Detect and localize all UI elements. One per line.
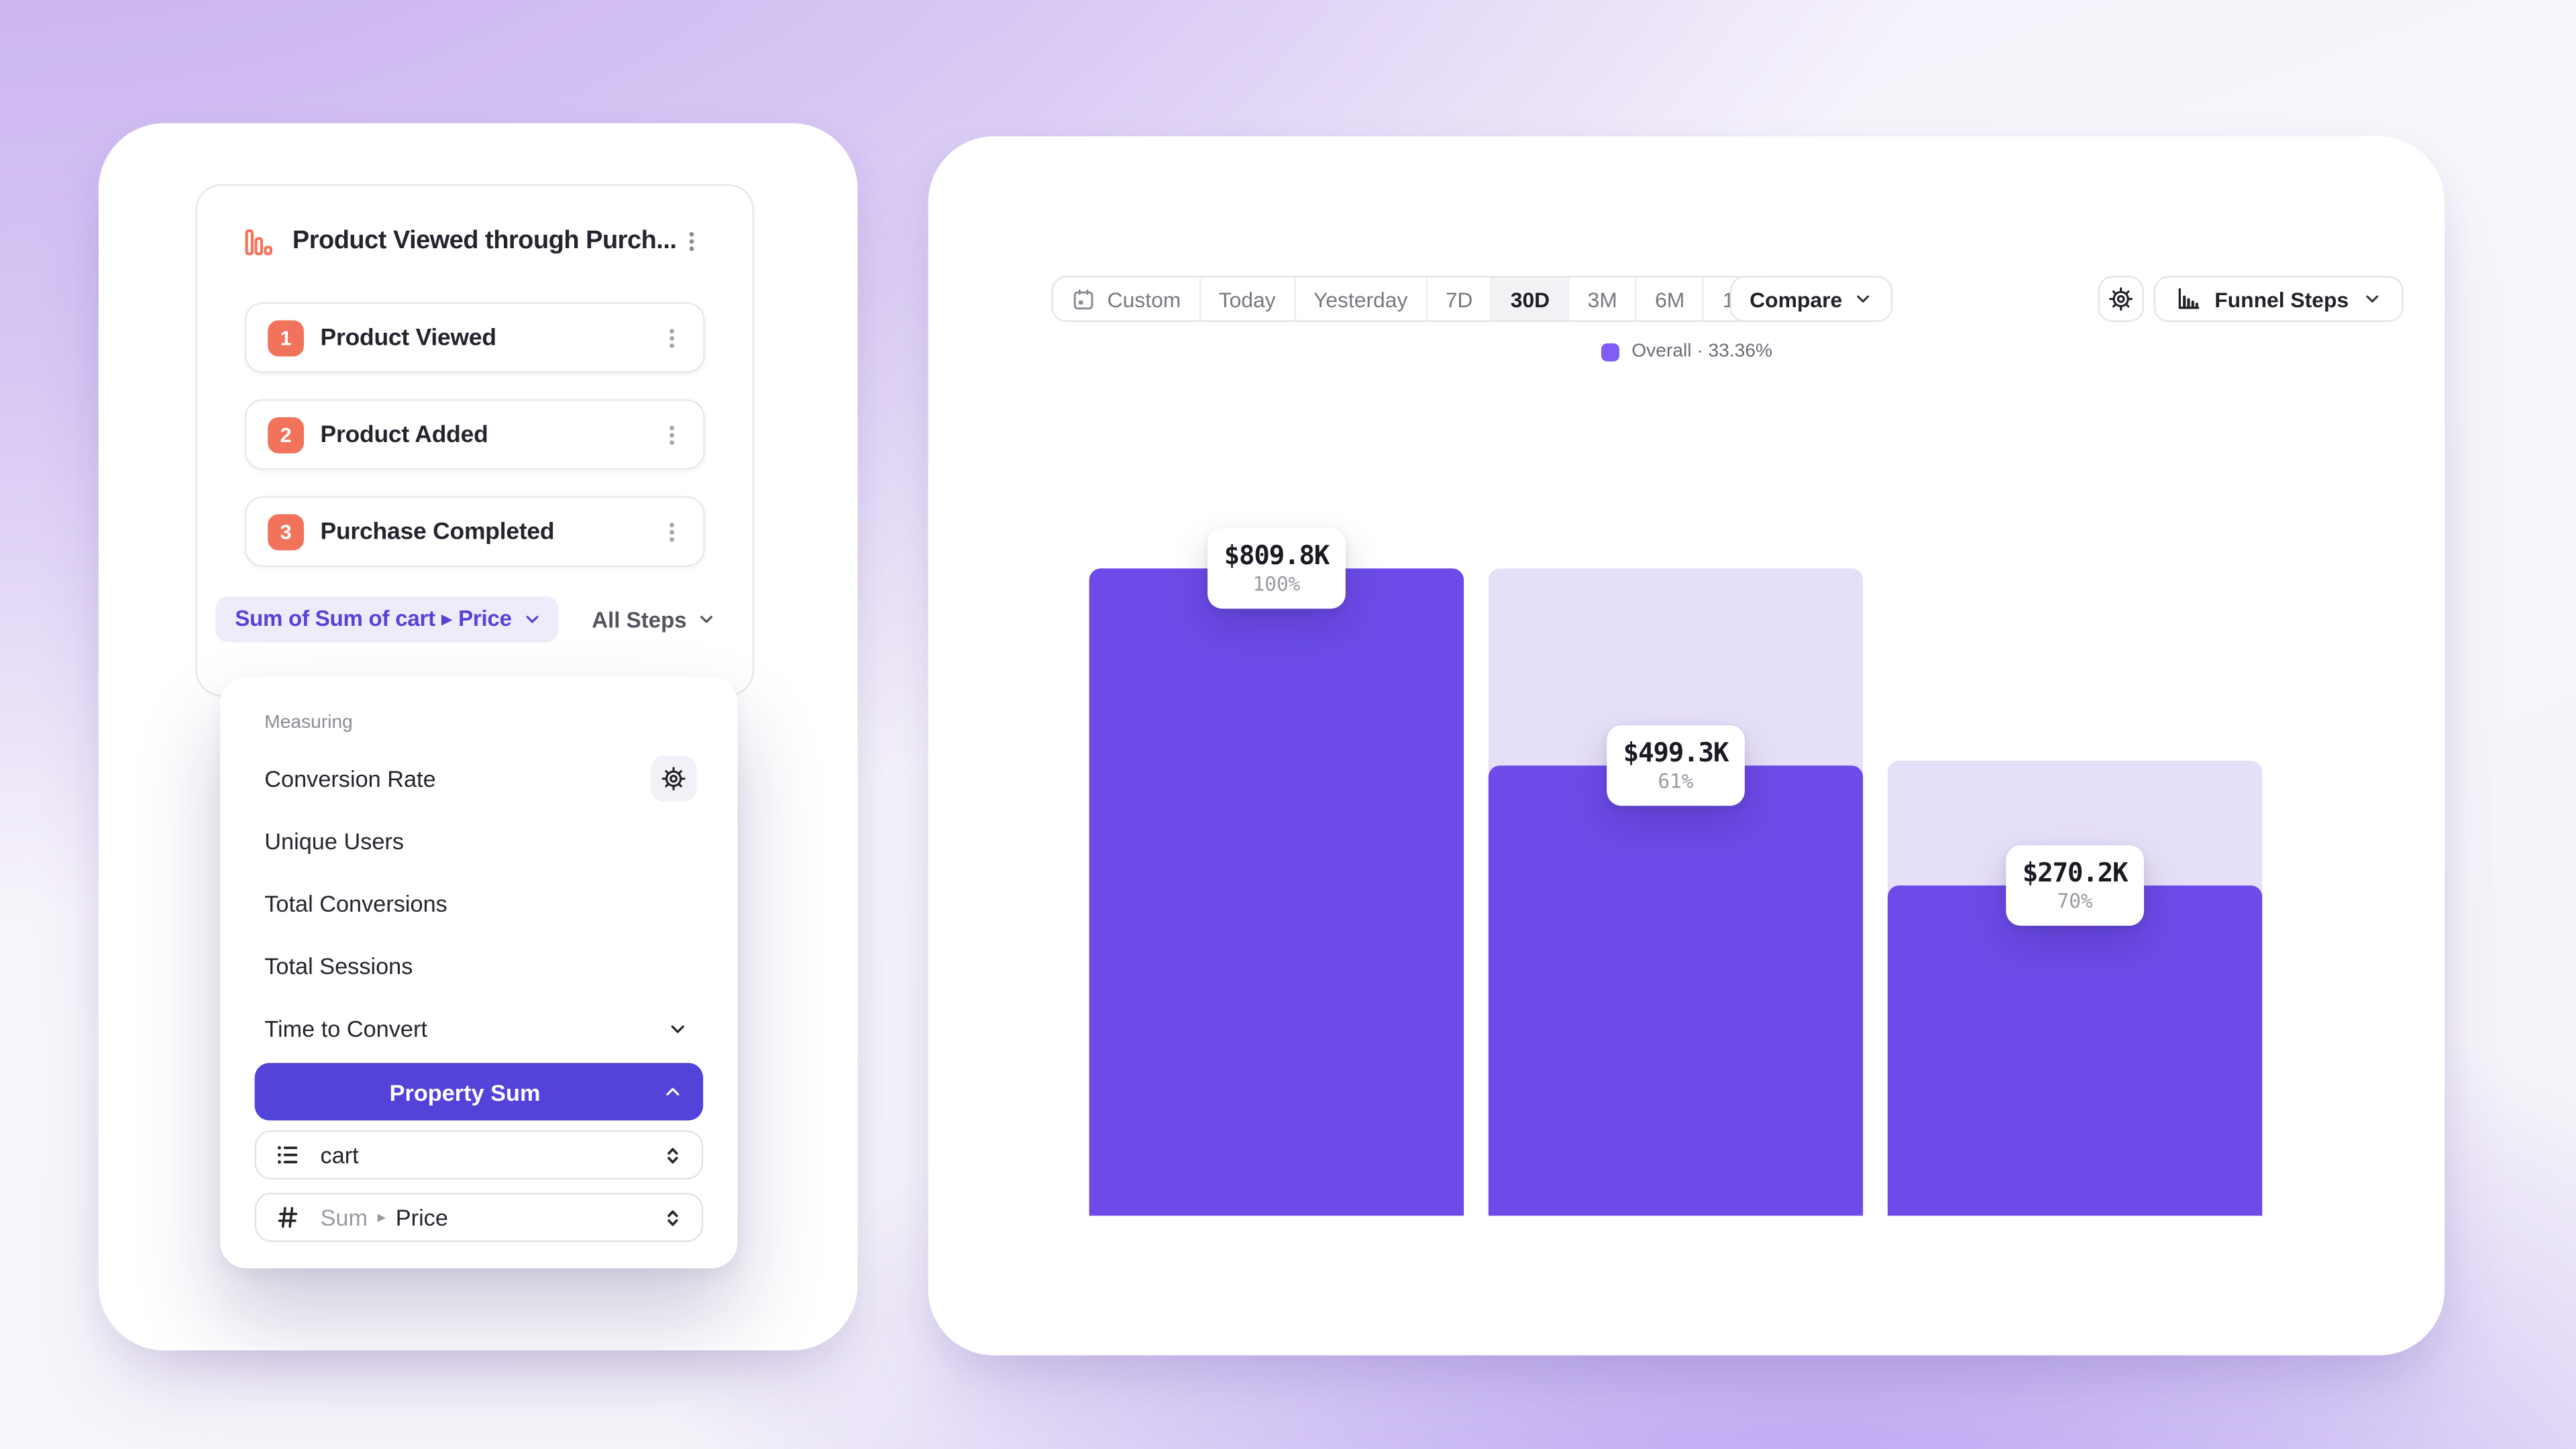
legend-swatch <box>1600 342 1619 361</box>
step-number-badge: 2 <box>268 416 305 453</box>
menu-item-conversion-rate[interactable]: Conversion Rate <box>255 747 704 810</box>
menu-item-total-conversions[interactable]: Total Conversions <box>264 890 447 917</box>
menu-item-unique-users[interactable]: Unique Users <box>264 828 405 855</box>
aggregation-value: Price <box>395 1204 448 1231</box>
date-range-control: Custom Today Yesterday 7D 30D 3M 6M 12M <box>1051 276 1784 323</box>
menu-item-property-sum-selected[interactable]: Property Sum <box>254 1063 704 1121</box>
step-label: Purchase Completed <box>320 518 555 545</box>
bar-percent: 61% <box>1658 769 1694 794</box>
kebab-menu-icon[interactable] <box>680 230 703 253</box>
funnel-step-2[interactable]: 2 Product Added <box>244 399 705 470</box>
bar-value-tooltip: $499.3K 61% <box>1607 725 1745 806</box>
date-range-30d-active[interactable]: 30D <box>1492 277 1570 321</box>
kebab-menu-icon[interactable] <box>660 423 683 446</box>
aggregation-prefix: Sum <box>320 1204 368 1231</box>
date-range-yesterday[interactable]: Yesterday <box>1295 277 1428 321</box>
aggregation-select[interactable]: Sum ▸ Price <box>254 1192 704 1242</box>
bar-value-tooltip: $809.8K 100% <box>1208 528 1346 609</box>
funnel-step-3[interactable]: 3 Purchase Completed <box>244 496 705 567</box>
date-range-7d[interactable]: 7D <box>1427 277 1493 321</box>
report-title: Product Viewed through Purch... <box>292 226 677 255</box>
step-number-badge: 3 <box>268 513 305 550</box>
funnel-steps-list: 1 Product Viewed 2 Product Added <box>244 302 705 567</box>
chevron-up-icon <box>662 1081 684 1102</box>
funnel-chart: $809.8K 100% $499.3K 61% $270.2K 70% <box>1089 528 2263 1216</box>
funnel-bar-purchase-completed[interactable]: $270.2K 70% <box>1887 568 2263 1216</box>
bar-amount: $270.2K <box>2022 857 2129 888</box>
builder-header: Product Viewed through Purch... <box>243 219 703 265</box>
list-icon <box>274 1142 301 1168</box>
bar-chart-icon <box>243 226 274 258</box>
date-range-custom[interactable]: Custom <box>1053 277 1201 321</box>
chart-legend: Overall · 33.36% <box>1600 341 1773 362</box>
chevron-down-icon <box>696 610 716 629</box>
bar-value <box>1887 885 2263 1216</box>
chevron-down-icon <box>667 1018 688 1039</box>
measurement-dropdown[interactable]: Sum of Sum of cart ▸ Price <box>215 596 559 643</box>
measuring-menu: Measuring Conversion Rate Unique Users T… <box>220 676 738 1269</box>
hash-icon <box>274 1204 301 1230</box>
funnel-bar-product-added[interactable]: $499.3K 61% <box>1488 568 1864 1216</box>
chevron-down-icon <box>2362 289 2381 309</box>
gear-icon <box>2109 287 2133 311</box>
measurement-label: Sum of Sum of cart ▸ Price <box>235 606 512 631</box>
step-label: Product Added <box>320 421 488 448</box>
funnel-step-1[interactable]: 1 Product Viewed <box>244 302 705 373</box>
property-select-value: cart <box>320 1142 359 1169</box>
bar-value-tooltip: $270.2K 70% <box>2006 845 2144 926</box>
chart-settings-button[interactable] <box>2098 276 2144 323</box>
property-select[interactable]: cart <box>254 1130 704 1180</box>
bar-amount: $499.3K <box>1623 737 1729 769</box>
bar-percent: 70% <box>2057 890 2093 913</box>
bar-amount: $809.8K <box>1224 539 1330 572</box>
menu-item-total-sessions[interactable]: Total Sessions <box>264 953 413 979</box>
legend-label: Overall · 33.36% <box>1631 341 1773 362</box>
funnel-builder-panel: Product Viewed through Purch... 1 Produc… <box>98 123 858 1351</box>
conversion-rate-settings-button[interactable] <box>650 755 697 802</box>
calendar-icon <box>1071 286 1096 311</box>
updown-icon <box>660 1205 685 1230</box>
funnel-bar-product-viewed[interactable]: $809.8K 100% <box>1089 528 1464 1216</box>
funnel-builder-container: Product Viewed through Purch... 1 Produc… <box>195 184 755 697</box>
bar-value <box>1089 568 1464 1216</box>
kebab-menu-icon[interactable] <box>660 326 683 349</box>
gear-icon <box>661 767 686 791</box>
chevron-down-icon <box>523 610 543 629</box>
date-range-today[interactable]: Today <box>1200 277 1296 321</box>
builder-footer: Sum of Sum of cart ▸ Price All Steps <box>215 596 716 643</box>
bar-percent: 100% <box>1252 572 1301 596</box>
chart-panel: Custom Today Yesterday 7D 30D 3M 6M 12M … <box>928 136 2445 1356</box>
step-label: Product Viewed <box>320 324 497 351</box>
step-number-badge: 1 <box>268 319 305 356</box>
funnel-steps-icon <box>2175 286 2201 312</box>
bar-value <box>1488 765 1864 1216</box>
steps-scope-dropdown[interactable]: All Steps <box>592 607 716 632</box>
date-range-6m[interactable]: 6M <box>1637 277 1705 321</box>
breadcrumb-arrow: ▸ <box>377 1208 386 1227</box>
view-type-dropdown[interactable]: Funnel Steps <box>2153 276 2403 323</box>
menu-section-label: Measuring <box>264 712 353 733</box>
compare-button[interactable]: Compare <box>1729 276 1894 323</box>
kebab-menu-icon[interactable] <box>660 520 683 543</box>
updown-icon <box>660 1142 685 1167</box>
chevron-down-icon <box>1854 289 1873 309</box>
steps-scope-label: All Steps <box>592 606 687 632</box>
date-range-3m[interactable]: 3M <box>1569 277 1638 321</box>
menu-item-time-to-convert[interactable]: Time to Convert <box>255 998 704 1060</box>
